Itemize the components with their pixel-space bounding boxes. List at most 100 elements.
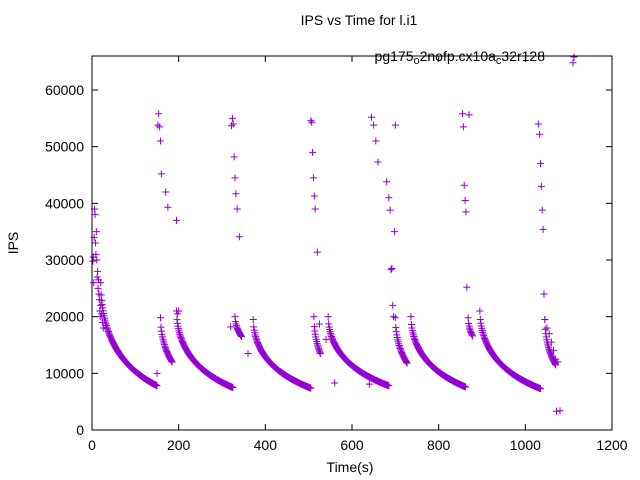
data-point — [331, 379, 339, 387]
data-point — [92, 228, 100, 236]
x-tick-label: 400 — [254, 437, 278, 453]
data-point — [461, 197, 469, 204]
data-point — [538, 206, 546, 214]
data-point — [231, 174, 239, 182]
data-point — [465, 111, 473, 119]
data-point — [460, 181, 468, 189]
data-point — [94, 284, 102, 292]
data-point — [164, 203, 172, 211]
data-point — [168, 358, 176, 366]
data-point — [162, 188, 170, 196]
data-points — [89, 53, 578, 415]
data-point — [229, 120, 237, 128]
data-point — [157, 170, 165, 178]
data-point — [153, 369, 161, 377]
data-point — [232, 190, 240, 198]
data-point — [462, 383, 470, 391]
data-point — [365, 380, 373, 388]
data-point — [228, 114, 236, 122]
data-point — [316, 350, 324, 357]
legend-label-part: o — [413, 55, 419, 67]
data-point — [244, 350, 252, 357]
data-point — [391, 314, 399, 322]
data-point — [383, 178, 391, 186]
data-point — [311, 205, 319, 213]
data-point — [540, 290, 548, 298]
data-point — [233, 205, 241, 213]
data-point — [385, 382, 393, 390]
data-point — [97, 279, 105, 287]
data-point — [307, 117, 315, 125]
data-point — [391, 121, 399, 129]
data-point — [534, 120, 542, 128]
data-point — [541, 316, 549, 323]
data-point — [387, 266, 395, 274]
x-axis-label: Time(s) — [327, 459, 374, 475]
data-point — [310, 313, 318, 321]
y-tick-label: 50000 — [45, 139, 84, 155]
data-point — [537, 385, 544, 393]
data-point — [313, 248, 321, 256]
data-point — [235, 233, 243, 241]
data-point — [90, 279, 98, 287]
data-point — [386, 206, 394, 214]
legend-marker — [570, 53, 578, 61]
data-point — [459, 110, 466, 118]
data-point — [462, 208, 470, 216]
x-tick-label: 1000 — [510, 437, 541, 453]
y-axis-label: IPS — [5, 232, 21, 255]
data-point — [476, 307, 484, 315]
data-point — [324, 313, 332, 321]
data-point — [390, 313, 398, 321]
data-point — [307, 384, 315, 392]
data-point — [173, 216, 180, 224]
chart-title: IPS vs Time for l.i1 — [301, 12, 418, 28]
legend-label-part: c — [496, 55, 502, 67]
data-point — [92, 250, 100, 258]
x-tick-label: 800 — [427, 437, 451, 453]
data-point — [539, 225, 547, 233]
y-tick-label: 20000 — [45, 309, 84, 325]
plot-frame — [91, 55, 613, 431]
y-tick-label: 10000 — [45, 365, 84, 381]
data-point — [385, 194, 393, 202]
y-tick-label: 0 — [76, 422, 84, 438]
data-point — [372, 137, 380, 145]
data-point — [543, 324, 551, 332]
x-tick-label: 200 — [167, 437, 191, 453]
x-tick-label: 0 — [88, 437, 96, 453]
data-point — [468, 332, 476, 340]
x-tick-label: 1200 — [596, 437, 627, 453]
data-point — [553, 407, 561, 415]
data-point — [308, 118, 316, 126]
x-tick-label: 600 — [340, 437, 364, 453]
data-point — [154, 121, 162, 129]
data-point — [227, 323, 235, 331]
data-point — [459, 123, 467, 131]
data-point — [155, 110, 163, 118]
y-tick-label: 60000 — [45, 82, 84, 98]
data-point — [463, 283, 471, 291]
data-point — [96, 313, 104, 321]
data-point — [537, 160, 544, 168]
data-point — [309, 174, 317, 182]
data-point — [310, 192, 318, 200]
data-point — [153, 382, 161, 390]
data-point — [91, 239, 99, 247]
data-point — [374, 158, 382, 166]
data-point — [552, 361, 560, 369]
data-point — [91, 211, 99, 219]
data-point — [556, 407, 564, 415]
y-tick-label: 40000 — [45, 195, 84, 211]
data-point — [230, 153, 238, 161]
data-point — [249, 316, 257, 323]
data-point — [536, 130, 544, 138]
axis-ticks: 0 10000 20000 30000 40000 50000 60000 0 200 400 60… — [45, 56, 628, 453]
data-point — [156, 123, 164, 131]
data-point — [156, 314, 164, 322]
data-point — [173, 307, 180, 315]
data-point — [370, 121, 378, 129]
data-point — [229, 384, 237, 391]
